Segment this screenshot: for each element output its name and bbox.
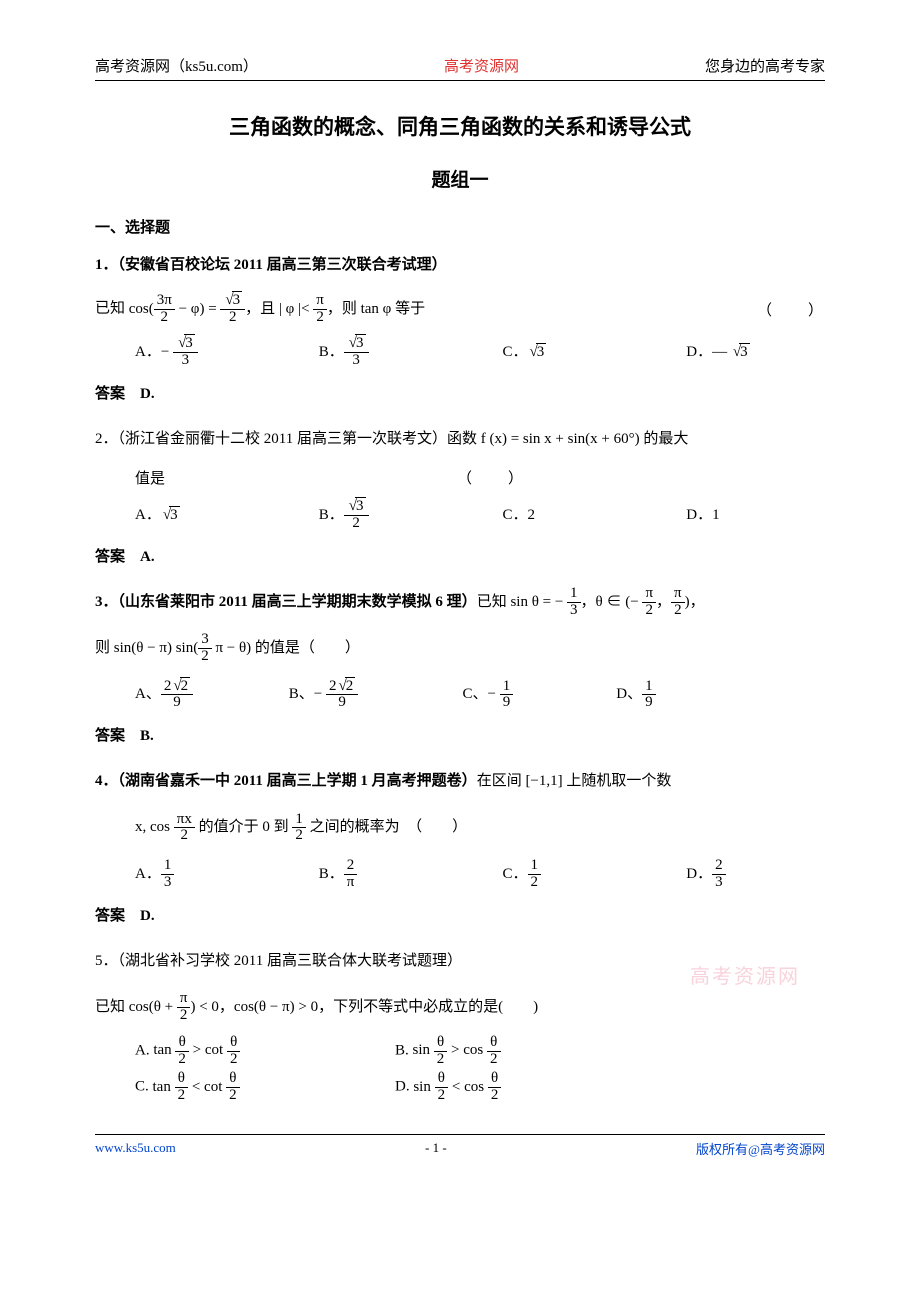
- question-3-options: A、229 B、− 229 C、− 19 D、19: [135, 676, 825, 713]
- footer-page: - 1 -: [425, 1140, 447, 1156]
- header-bar: 高考资源网（ks5u.com） 高考资源网 您身边的高考专家: [95, 55, 825, 81]
- question-4-options: A．13 B．2π C．12 D．23: [135, 855, 825, 892]
- footer-right: 版权所有@高考资源网: [696, 1139, 825, 1158]
- question-2-options: A．3 B．32 C．2 D．1: [135, 496, 825, 533]
- header-left: 高考资源网（ks5u.com）: [95, 55, 258, 76]
- question-4-line2: x, cos πx2 的值介于 0 到 12 之间的概率为 （ ）: [135, 809, 825, 845]
- question-4-answer: 答案 D.: [95, 904, 825, 925]
- question-2-stem: 2．（浙江省金丽衢十二校 2011 届高三第一次联考文）函数 f (x) = s…: [95, 421, 825, 457]
- document-title: 三角函数的概念、同角三角函数的关系和诱导公式: [95, 111, 825, 141]
- question-3-answer: 答案 B.: [95, 724, 825, 745]
- option-a: A．− 33: [135, 334, 315, 370]
- question-3-line2: 则 sin(θ − π) sin(32 π − θ) 的值是（ ）: [95, 630, 825, 666]
- question-4-stem: 4．（湖南省嘉禾一中 2011 届高三上学期 1 月高考押题卷）在区间 [−1,…: [95, 763, 825, 799]
- header-right: 您身边的高考专家: [705, 55, 825, 76]
- question-2-line2: 值是 （ ）: [135, 467, 825, 488]
- watermark: 高考资源网: [690, 960, 800, 989]
- question-3-stem: 3．（山东省莱阳市 2011 届高三上学期期末数学模拟 6 理）已知 sin θ…: [95, 584, 825, 620]
- option-d: D．— 3: [686, 334, 806, 370]
- question-1-source: 1．（安徽省百校论坛 2011 届高三第三次联合考试理）: [95, 247, 825, 283]
- question-1-answer: 答案 D.: [95, 382, 825, 403]
- question-2-answer: 答案 A.: [95, 545, 825, 566]
- group-title: 题组一: [95, 165, 825, 192]
- option-c: C．3: [503, 334, 683, 370]
- question-5-options: A. tan θ2 > cot θ2 B. sin θ2 > cos θ2 C.…: [135, 1035, 825, 1104]
- section-heading: 一、选择题: [95, 216, 825, 237]
- question-1-stem: 已知 cos(3π2 − φ) = 32，且 | φ |< π2，则 tan φ…: [95, 293, 825, 326]
- question-5-stem: 已知 cos(θ + π2) < 0，cos(θ − π) > 0，下列不等式中…: [95, 989, 825, 1025]
- option-b: B．33: [319, 334, 499, 370]
- footer: www.ks5u.com - 1 - 版权所有@高考资源网: [95, 1134, 825, 1158]
- question-1-options: A．− 33 B．33 C．3 D．— 3: [135, 334, 825, 371]
- footer-left: www.ks5u.com: [95, 1140, 176, 1156]
- header-center: 高考资源网: [444, 55, 519, 76]
